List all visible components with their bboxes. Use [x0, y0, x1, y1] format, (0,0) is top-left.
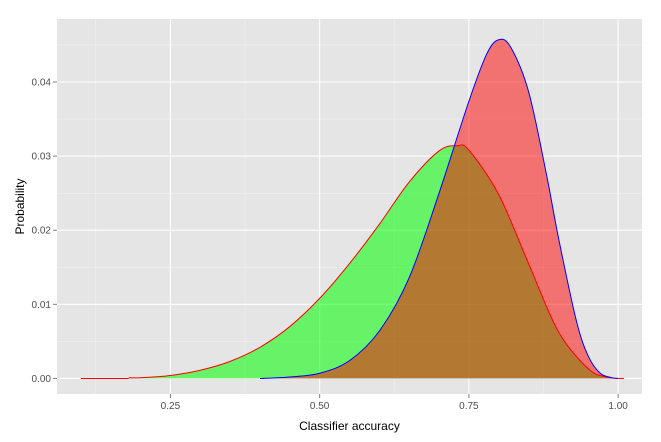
y-tick-label: 0.01: [32, 300, 52, 311]
x-axis: 0.25 0.50 0.75 1.00: [161, 394, 628, 412]
y-tick-label: 0.04: [32, 77, 52, 88]
density-area-2: [259, 39, 619, 379]
x-axis-title: Classifier accuracy: [299, 419, 400, 433]
y-tick-label: 0.00: [32, 374, 52, 385]
y-axis: 0.00 0.01 0.02 0.03 0.04: [32, 77, 57, 385]
x-tick-label: 0.50: [310, 401, 330, 412]
density-areas: [80, 38, 625, 379]
x-tick-label: 0.25: [161, 401, 181, 412]
y-axis-title: Probability: [13, 178, 27, 234]
y-tick-label: 0.02: [32, 226, 52, 237]
x-tick-label: 1.00: [608, 401, 628, 412]
y-tick-label: 0.03: [32, 152, 52, 163]
x-tick-label: 0.75: [459, 401, 479, 412]
density-line-2: [259, 38, 619, 379]
